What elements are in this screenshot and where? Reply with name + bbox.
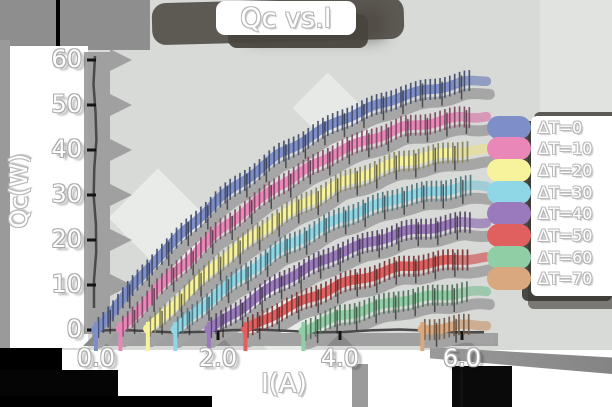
ytick-shadow-arrow xyxy=(110,139,132,161)
legend-item: ΔT=30 xyxy=(487,180,593,204)
x-tick-mark xyxy=(216,331,220,340)
series-shadow xyxy=(172,192,495,348)
series-endcap xyxy=(454,111,492,123)
legend-color-swatch xyxy=(487,224,531,247)
y-tick-mark xyxy=(87,103,96,107)
title-background xyxy=(216,1,356,35)
legend-color-swatch xyxy=(487,245,531,269)
ytick-shadow-arrow xyxy=(110,94,132,116)
legend-item: ΔT=20 xyxy=(487,158,593,182)
y-tick-label: 40 xyxy=(51,135,82,163)
legend-label: ΔT=70 xyxy=(538,269,593,289)
legend-color-swatch xyxy=(487,115,531,139)
y-tick-mark xyxy=(87,283,96,287)
legend-color-swatch xyxy=(487,180,531,204)
legend-item: ΔT=70 xyxy=(487,267,593,291)
y-tick-mark xyxy=(87,193,96,197)
y-tick-label: 10 xyxy=(51,270,82,298)
y-tick-mark xyxy=(87,148,96,152)
series-endcap xyxy=(454,252,492,265)
legend-label: ΔT=60 xyxy=(538,247,593,267)
legend-color-swatch xyxy=(487,267,531,291)
series-shadow xyxy=(206,229,495,348)
legend-box xyxy=(531,116,612,296)
series-endcap xyxy=(454,217,492,229)
series-endcap xyxy=(454,285,492,299)
y-tick-label: 60 xyxy=(51,45,82,73)
series-line xyxy=(240,252,492,334)
x-tick-mark xyxy=(460,331,464,340)
legend-label: ΔT=30 xyxy=(538,182,593,202)
ytick-shadow-arrow xyxy=(110,184,132,206)
x-tick-label: 2.0 xyxy=(198,344,238,372)
x-tick-label: 0.0 xyxy=(76,344,116,372)
y-axis-spine xyxy=(92,55,98,308)
ytick-shadow-arrow xyxy=(110,274,132,296)
legend-color-swatch xyxy=(487,158,531,182)
series-shadow xyxy=(145,156,495,348)
series-shadow xyxy=(117,124,495,348)
x-tick-label: 4.0 xyxy=(320,344,360,372)
ytick-shadow-arrow xyxy=(110,229,132,251)
x-tick-mark xyxy=(338,331,342,340)
xaxis-shadow-band xyxy=(92,333,498,346)
shadow-tick-line xyxy=(460,364,463,407)
shadow-tick-strip xyxy=(352,364,368,407)
y-tick-mark xyxy=(87,238,96,242)
ytick-shadow-column xyxy=(84,52,110,334)
legend-item: ΔT=60 xyxy=(487,245,593,269)
legend-label: ΔT=40 xyxy=(538,204,593,224)
series-shadow xyxy=(243,264,495,348)
legend-label: ΔT=50 xyxy=(538,226,593,245)
series-endcap xyxy=(454,180,492,193)
shadow-left-strip xyxy=(0,40,10,352)
shadow-top-left xyxy=(0,0,150,50)
legend-item: ΔT=10 xyxy=(487,137,593,161)
legend-color-swatch xyxy=(487,202,531,226)
legend-color-swatch xyxy=(487,137,531,161)
y-tick-label: 20 xyxy=(51,225,82,253)
series-line xyxy=(298,285,492,336)
legend: ΔT=0 ΔT=10 ΔT=20 ΔT=30 ΔT=40 ΔT=50 ΔT=60 ΔT=70 xyxy=(487,115,612,296)
x-axis-title: I(A) xyxy=(261,369,307,399)
series-shadow xyxy=(93,87,495,349)
chart-title: Qc vs.I xyxy=(240,3,332,34)
legend-item: ΔT=50 xyxy=(487,224,593,247)
shadow-black-line-top xyxy=(56,0,60,46)
legend-item: ΔT=0 xyxy=(487,115,583,139)
series-endcap xyxy=(454,75,492,88)
legend-item: ΔT=40 xyxy=(487,202,593,226)
margin-left-white xyxy=(10,46,88,348)
legend-label: ΔT=0 xyxy=(538,117,583,137)
y-tick-label: 0 xyxy=(66,315,82,343)
y-tick-mark xyxy=(87,58,96,62)
legend-label: ΔT=20 xyxy=(538,160,593,180)
highlight-top-right xyxy=(540,0,612,120)
y-tick-label: 50 xyxy=(51,90,82,118)
y-axis-title: Qc(W) xyxy=(5,153,33,229)
y-tick-label: 30 xyxy=(51,180,82,208)
shadow-bottom-left-black xyxy=(0,396,212,407)
series-endcap xyxy=(454,143,492,158)
legend-label: ΔT=10 xyxy=(538,139,593,159)
x-tick-label: 6.0 xyxy=(442,344,482,372)
ytick-shadow-arrow xyxy=(110,49,132,71)
